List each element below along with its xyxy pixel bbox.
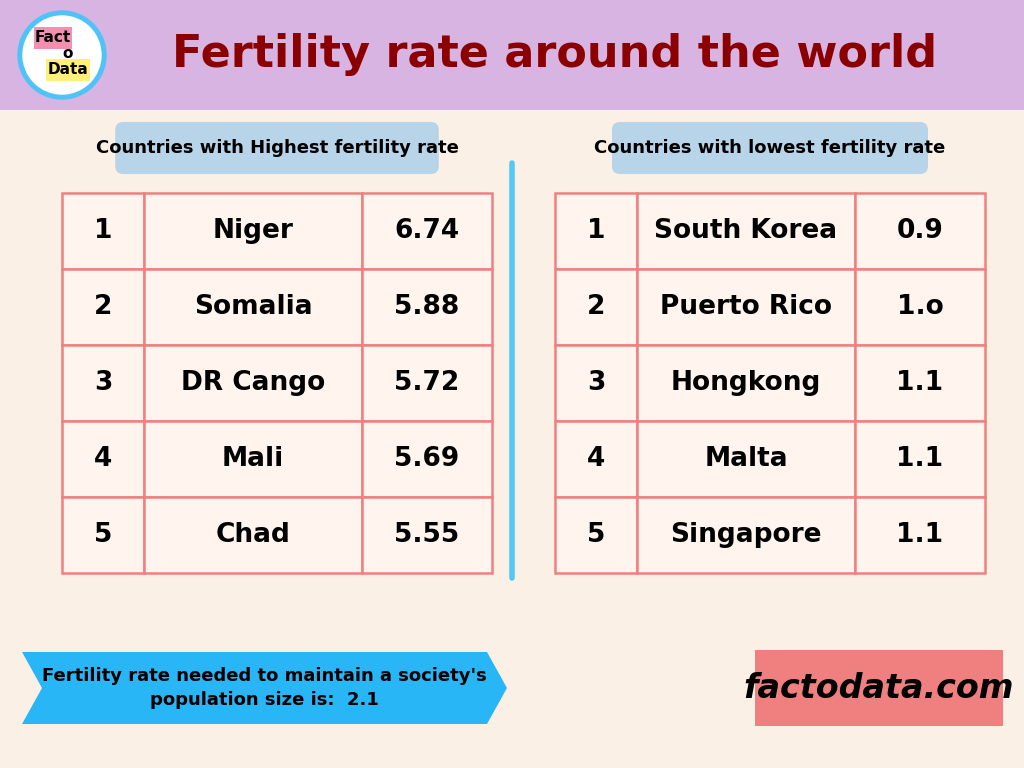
Text: Data: Data	[48, 62, 88, 78]
Text: DR Cango: DR Cango	[181, 370, 326, 396]
Text: Puerto Rico: Puerto Rico	[660, 294, 831, 320]
Polygon shape	[22, 652, 507, 724]
FancyBboxPatch shape	[555, 193, 637, 269]
FancyBboxPatch shape	[62, 269, 144, 345]
FancyBboxPatch shape	[0, 0, 1024, 110]
FancyBboxPatch shape	[46, 59, 90, 81]
Text: 5: 5	[94, 522, 113, 548]
Text: Hongkong: Hongkong	[671, 370, 821, 396]
FancyBboxPatch shape	[855, 345, 985, 421]
Text: Fact: Fact	[35, 31, 71, 45]
FancyBboxPatch shape	[362, 497, 492, 573]
Text: population size is:  2.1: population size is: 2.1	[151, 691, 379, 709]
FancyBboxPatch shape	[855, 421, 985, 497]
FancyBboxPatch shape	[612, 122, 928, 174]
FancyBboxPatch shape	[144, 421, 362, 497]
Text: Mali: Mali	[222, 446, 284, 472]
Text: 4: 4	[587, 446, 605, 472]
FancyBboxPatch shape	[144, 345, 362, 421]
Text: 4: 4	[94, 446, 112, 472]
Text: 1.o: 1.o	[897, 294, 943, 320]
Text: Malta: Malta	[705, 446, 787, 472]
Text: Fertility rate needed to maintain a society's: Fertility rate needed to maintain a soci…	[42, 667, 486, 685]
FancyBboxPatch shape	[637, 269, 855, 345]
FancyBboxPatch shape	[34, 27, 72, 49]
FancyBboxPatch shape	[637, 497, 855, 573]
Text: Somalia: Somalia	[194, 294, 312, 320]
Text: 6.74: 6.74	[394, 218, 460, 244]
Text: 5.88: 5.88	[394, 294, 460, 320]
Text: 3: 3	[94, 370, 113, 396]
Text: o: o	[62, 47, 73, 61]
FancyBboxPatch shape	[855, 269, 985, 345]
Text: Fertility rate around the world: Fertility rate around the world	[172, 34, 938, 77]
FancyBboxPatch shape	[755, 650, 1002, 726]
FancyBboxPatch shape	[362, 421, 492, 497]
Text: factodata.com: factodata.com	[743, 671, 1014, 704]
Text: 1.1: 1.1	[896, 522, 943, 548]
FancyBboxPatch shape	[637, 345, 855, 421]
Text: 5: 5	[587, 522, 605, 548]
Text: 5.55: 5.55	[394, 522, 460, 548]
Text: Countries with Highest fertility rate: Countries with Highest fertility rate	[95, 139, 459, 157]
Text: South Korea: South Korea	[654, 218, 838, 244]
FancyBboxPatch shape	[362, 193, 492, 269]
Text: 1: 1	[587, 218, 605, 244]
Circle shape	[23, 16, 101, 94]
Text: 2: 2	[94, 294, 113, 320]
FancyBboxPatch shape	[637, 421, 855, 497]
FancyBboxPatch shape	[362, 345, 492, 421]
FancyBboxPatch shape	[362, 269, 492, 345]
FancyBboxPatch shape	[555, 345, 637, 421]
FancyBboxPatch shape	[116, 122, 438, 174]
FancyBboxPatch shape	[555, 421, 637, 497]
Text: Countries with lowest fertility rate: Countries with lowest fertility rate	[594, 139, 945, 157]
Text: 0.9: 0.9	[897, 218, 943, 244]
FancyBboxPatch shape	[62, 421, 144, 497]
Text: 1.1: 1.1	[896, 446, 943, 472]
FancyBboxPatch shape	[144, 497, 362, 573]
FancyBboxPatch shape	[144, 193, 362, 269]
FancyBboxPatch shape	[62, 497, 144, 573]
FancyBboxPatch shape	[555, 269, 637, 345]
FancyBboxPatch shape	[62, 345, 144, 421]
FancyBboxPatch shape	[62, 193, 144, 269]
Text: Singapore: Singapore	[671, 522, 821, 548]
Text: 1: 1	[94, 218, 113, 244]
Text: 5.72: 5.72	[394, 370, 460, 396]
FancyBboxPatch shape	[0, 110, 1024, 768]
FancyBboxPatch shape	[855, 497, 985, 573]
FancyBboxPatch shape	[637, 193, 855, 269]
Text: Niger: Niger	[213, 218, 294, 244]
FancyBboxPatch shape	[144, 269, 362, 345]
Text: Chad: Chad	[216, 522, 291, 548]
Text: 2: 2	[587, 294, 605, 320]
Text: 1.1: 1.1	[896, 370, 943, 396]
Text: 3: 3	[587, 370, 605, 396]
FancyBboxPatch shape	[855, 193, 985, 269]
Text: 5.69: 5.69	[394, 446, 460, 472]
Circle shape	[18, 11, 106, 99]
FancyBboxPatch shape	[555, 497, 637, 573]
